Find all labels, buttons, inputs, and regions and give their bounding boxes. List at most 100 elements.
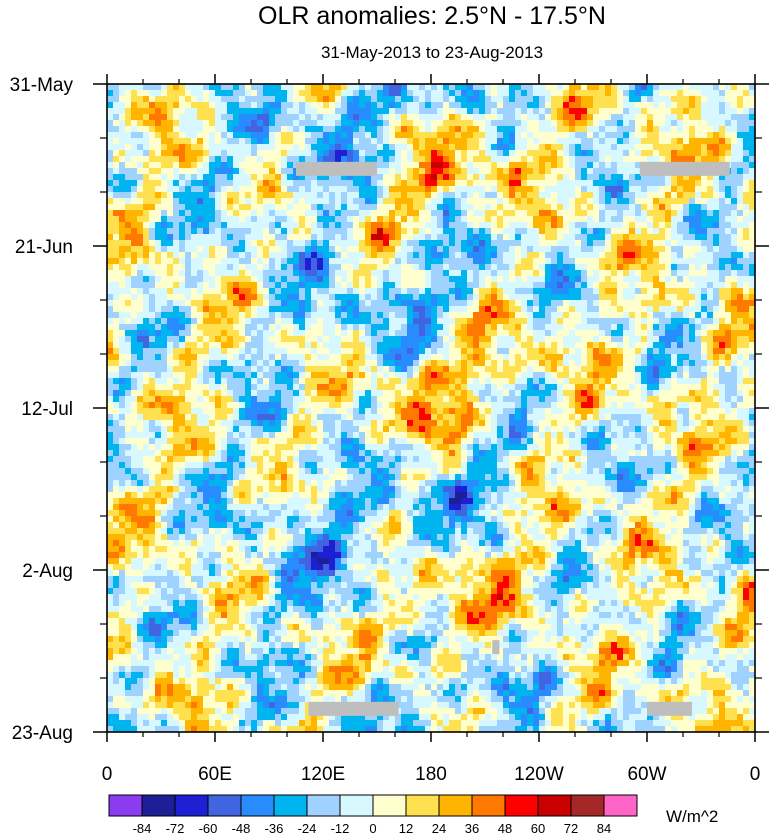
field-cell (371, 312, 378, 319)
field-cell (581, 240, 588, 247)
field-cell (107, 276, 114, 283)
field-cell (281, 192, 288, 199)
field-cell (605, 330, 612, 337)
field-cell (251, 228, 258, 235)
field-cell (107, 234, 114, 241)
field-cell (197, 126, 204, 133)
field-cell (425, 330, 432, 337)
field-cell (539, 120, 546, 127)
field-cell (125, 204, 132, 211)
field-cell (341, 174, 348, 181)
field-cell (191, 348, 198, 355)
field-cell (245, 144, 252, 151)
field-cell (329, 198, 336, 205)
field-cell (257, 84, 264, 91)
field-cell (233, 270, 240, 277)
field-cell (545, 264, 552, 271)
field-cell (335, 204, 342, 211)
field-cell (269, 228, 276, 235)
field-cell (341, 198, 348, 205)
field-cell (257, 282, 264, 289)
field-cell (599, 216, 606, 223)
field-cell (677, 258, 684, 265)
field-cell (263, 246, 270, 253)
field-cell (443, 192, 450, 199)
field-cell (623, 132, 630, 139)
field-cell (311, 174, 318, 181)
field-cell (275, 114, 282, 121)
field-cell (515, 300, 522, 307)
field-cell (737, 114, 744, 121)
field-cell (551, 312, 558, 319)
field-cell (371, 90, 378, 97)
field-cell (179, 294, 186, 301)
field-cell (371, 318, 378, 325)
field-cell (293, 240, 300, 247)
field-cell (389, 234, 396, 241)
field-cell (377, 324, 384, 331)
field-cell (659, 270, 666, 277)
field-cell (383, 120, 390, 127)
field-cell (197, 354, 204, 361)
field-cell (317, 174, 324, 181)
field-cell (623, 150, 630, 157)
field-cell (617, 186, 624, 193)
field-cell (353, 216, 360, 223)
field-cell (389, 144, 396, 151)
field-cell (731, 108, 738, 115)
field-cell (449, 270, 456, 277)
field-cell (725, 246, 732, 253)
field-cell (461, 222, 468, 229)
field-cell (329, 342, 336, 349)
field-cell (743, 336, 750, 343)
field-cell (569, 198, 576, 205)
field-cell (365, 282, 372, 289)
field-cell (281, 222, 288, 229)
field-cell (647, 276, 654, 283)
field-cell (545, 276, 552, 283)
field-cell (269, 276, 276, 283)
field-cell (479, 240, 486, 247)
field-cell (155, 186, 162, 193)
field-cell (557, 282, 564, 289)
field-cell (527, 234, 534, 241)
field-cell (449, 324, 456, 331)
field-cell (611, 186, 618, 193)
field-cell (635, 96, 642, 103)
field-cell (221, 90, 228, 97)
field-cell (239, 282, 246, 289)
field-cell (659, 240, 666, 247)
field-cell (521, 252, 528, 259)
field-cell (671, 132, 678, 139)
field-cell (395, 300, 402, 307)
field-cell (149, 342, 156, 349)
field-cell (557, 330, 564, 337)
field-cell (137, 258, 144, 265)
field-cell (443, 84, 450, 91)
field-cell (701, 102, 708, 109)
field-cell (713, 276, 720, 283)
field-cell (707, 150, 714, 157)
field-cell (539, 288, 546, 295)
field-cell (275, 270, 282, 277)
field-cell (701, 300, 708, 307)
field-cell (515, 102, 522, 109)
field-cell (119, 342, 126, 349)
field-cell (617, 150, 624, 157)
field-cell (215, 228, 222, 235)
field-cell (287, 210, 294, 217)
field-cell (281, 276, 288, 283)
field-cell (677, 276, 684, 283)
field-cell (263, 192, 270, 199)
field-cell (527, 294, 534, 301)
field-cell (389, 216, 396, 223)
field-cell (419, 96, 426, 103)
field-cell (293, 132, 300, 139)
field-cell (365, 300, 372, 307)
field-cell (227, 306, 234, 313)
field-cell (155, 114, 162, 121)
field-cell (683, 270, 690, 277)
field-cell (575, 222, 582, 229)
field-cell (455, 222, 462, 229)
field-cell (203, 132, 210, 139)
